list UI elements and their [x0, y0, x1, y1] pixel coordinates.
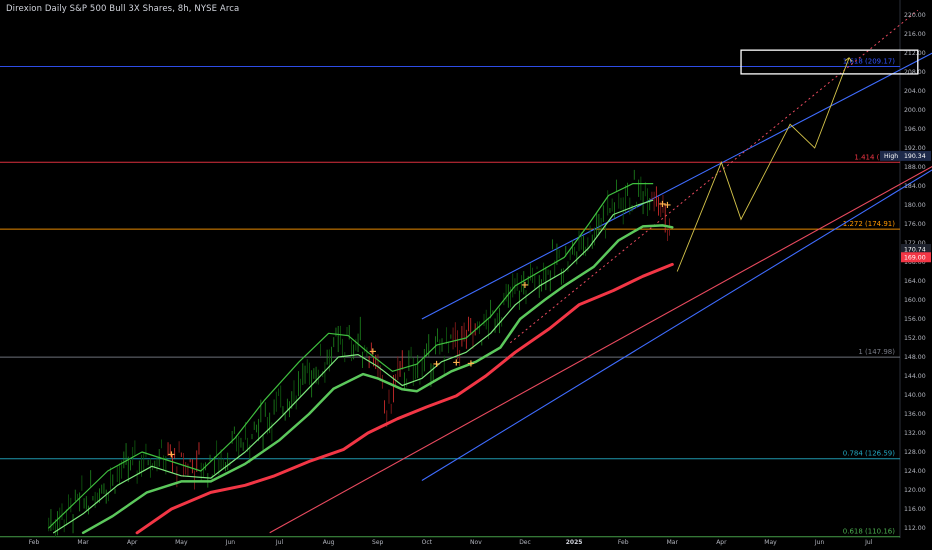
x-tick-label-0: Feb — [29, 539, 40, 546]
cross-marker-1: + — [369, 346, 377, 357]
y-tick-label-6: 196.00 — [904, 126, 926, 133]
y-tick-label-21: 136.00 — [904, 411, 926, 418]
projection-arrowhead — [844, 57, 853, 63]
price-marker-label-bg — [880, 150, 901, 161]
y-tick-label-24: 124.00 — [904, 468, 926, 475]
cross-marker-3: + — [452, 358, 460, 369]
y-tick-label-8: 188.00 — [904, 164, 926, 171]
cross-marker-5: + — [521, 280, 529, 291]
price-marker-1: 170.74 — [901, 243, 931, 254]
y-tick-label-18: 148.00 — [904, 354, 926, 361]
x-tick-label-1: Mar — [77, 539, 89, 546]
y-tick-label-15: 160.00 — [904, 297, 926, 304]
trend-line-upper — [421, 52, 932, 320]
x-tick-label-9: Nov — [470, 539, 482, 546]
x-tick-label-16: Jun — [814, 539, 825, 546]
cross-marker-7: + — [663, 200, 671, 211]
y-tick-label-12: 172.00 — [904, 240, 926, 247]
price-marker-bg — [901, 150, 931, 161]
y-tick-label-25: 120.00 — [904, 487, 926, 494]
y-tick-label-10: 180.00 — [904, 202, 926, 209]
y-tick-label-3: 208.00 — [904, 69, 926, 76]
y-tick-label-1: 216.00 — [904, 31, 926, 38]
x-tick-label-10: Dec — [519, 539, 531, 546]
chart-title: Direxion Daily S&P 500 Bull 3X Shares, 8… — [6, 4, 240, 14]
trend-line-support — [269, 165, 932, 534]
moving-average-ma-green-thick — [81, 224, 674, 535]
y-tick-label-20: 140.00 — [904, 392, 926, 399]
x-tick-label-12: Feb — [618, 539, 629, 546]
x-tick-label-15: May — [764, 539, 777, 546]
y-tick-label-26: 116.00 — [904, 506, 926, 513]
fib-level-label-0: 1.618 (209.17) — [843, 57, 895, 65]
y-tick-label-22: 132.00 — [904, 430, 926, 437]
x-tick-label-17: Jul — [864, 539, 873, 546]
fib-level-label-5: 0.618 (110.16) — [843, 528, 895, 536]
dotted-extension-line — [509, 9, 919, 344]
x-tick-label-11: 2025 — [566, 539, 583, 546]
y-tick-label-17: 152.00 — [904, 335, 926, 342]
price-marker-0: High 190.34 — [880, 150, 931, 161]
y-tick-label-4: 204.00 — [904, 88, 926, 95]
price-marker-value: 169.00 — [904, 255, 926, 262]
moving-average-ma-green-2 — [48, 183, 654, 529]
y-tick-label-14: 164.00 — [904, 278, 926, 285]
x-tick-label-7: Sep — [372, 539, 384, 546]
fib-level-label-1: 1.414 (188. — [854, 153, 895, 161]
projection-path — [676, 57, 850, 272]
y-tick-label-13: 168.00 — [904, 259, 926, 266]
y-tick-label-5: 200.00 — [904, 107, 926, 114]
fib-level-label-2: 1.272 (174.91) — [843, 220, 895, 228]
cross-marker-0: + — [167, 449, 175, 460]
price-marker-value: 170.74 — [904, 246, 926, 253]
x-tick-label-8: Oct — [422, 539, 433, 546]
y-tick-label-0: 220.00 — [904, 12, 926, 19]
fib-level-label-3: 1 (147.98) — [858, 348, 895, 356]
x-tick-label-6: Aug — [323, 539, 335, 546]
fib-level-label-4: 0.784 (126.59) — [843, 450, 895, 458]
y-tick-label-19: 144.00 — [904, 373, 926, 380]
cross-marker-4: + — [467, 359, 475, 370]
moving-average-ma-green-1 — [53, 199, 654, 534]
price-marker-bg — [901, 243, 931, 254]
y-tick-label-11: 176.00 — [904, 221, 926, 228]
y-tick-label-27: 112.00 — [904, 525, 926, 532]
x-tick-label-13: Mar — [667, 539, 679, 546]
cross-marker-6: + — [658, 199, 666, 210]
candles-group — [48, 169, 670, 538]
price-marker-label: High — [884, 153, 898, 160]
x-tick-label-4: Jun — [225, 539, 236, 546]
trend-line-lower — [421, 169, 932, 481]
x-tick-label-2: Apr — [127, 539, 138, 546]
price-marker-2: 169.00 — [901, 252, 931, 263]
y-tick-label-16: 156.00 — [904, 316, 926, 323]
y-tick-label-23: 128.00 — [904, 449, 926, 456]
x-tick-label-5: Jul — [275, 539, 284, 546]
x-tick-label-3: May — [175, 539, 188, 546]
cross-marker-2: + — [432, 359, 440, 370]
moving-average-ma-red — [135, 262, 674, 535]
x-tick-label-14: Apr — [716, 539, 727, 546]
y-tick-label-7: 192.00 — [904, 145, 926, 152]
y-tick-label-2: 212.00 — [904, 50, 926, 57]
y-tick-label-9: 184.00 — [904, 183, 926, 190]
price-marker-bg — [901, 252, 931, 263]
price-marker-value: 190.34 — [904, 153, 926, 160]
target-box — [740, 49, 919, 75]
